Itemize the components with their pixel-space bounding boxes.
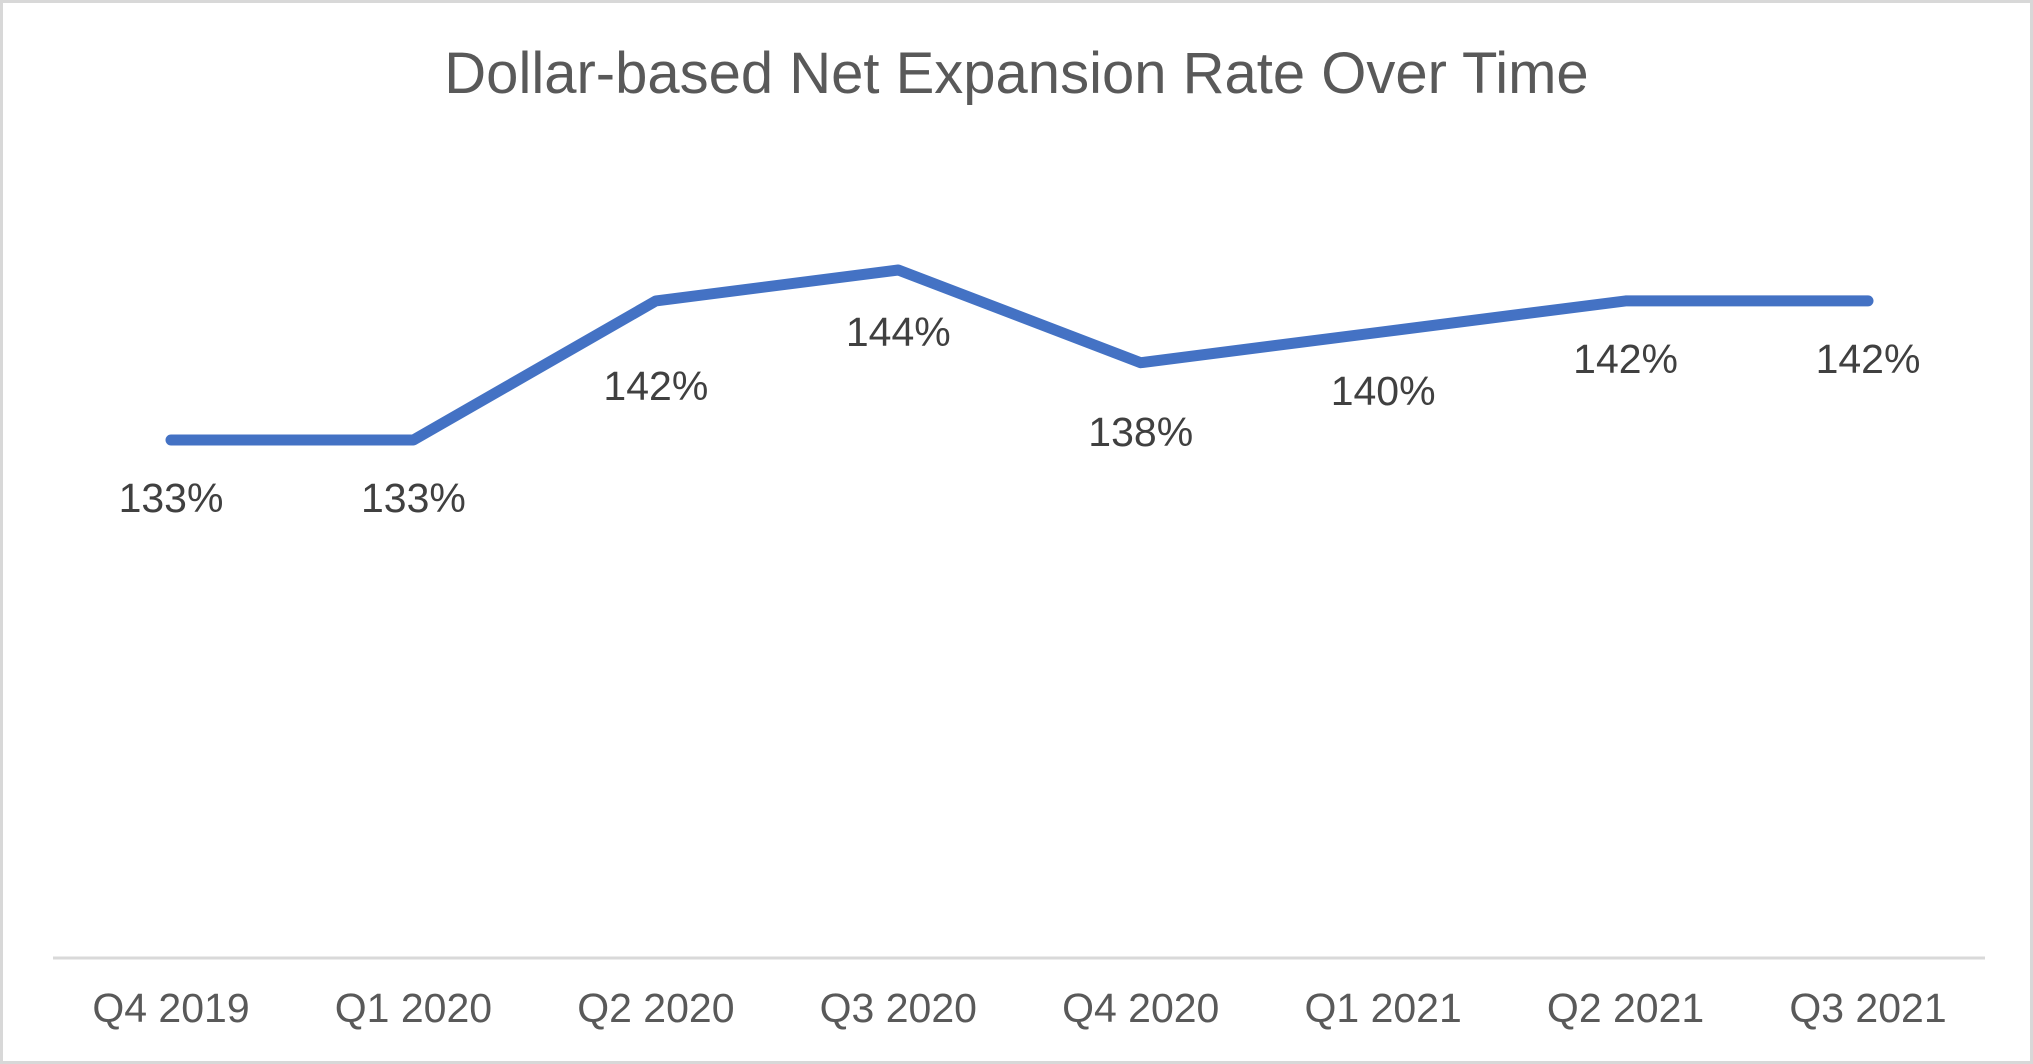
x-axis-label: Q3 2021: [1789, 985, 1947, 1031]
x-axis-label: Q4 2019: [92, 985, 250, 1031]
data-label: 142%: [603, 362, 709, 409]
data-label: 144%: [845, 309, 951, 355]
data-label: 142%: [1815, 335, 1921, 382]
chart-canvas: [53, 264, 1985, 960]
data-label: 133%: [118, 474, 224, 521]
data-label: 138%: [1088, 408, 1194, 455]
x-axis-label: Q4 2020: [1062, 985, 1220, 1031]
x-axis-label: Q1 2020: [334, 985, 493, 1031]
x-axis-label: Q3 2020: [819, 985, 977, 1031]
data-label: 133%: [360, 474, 466, 521]
x-axis-label: Q1 2021: [1304, 985, 1462, 1031]
series-line: [165, 264, 1874, 446]
chart-title: Dollar-based Net Expansion Rate Over Tim…: [444, 41, 1589, 106]
data-label: 140%: [1330, 367, 1436, 414]
x-axis-label: Q2 2021: [1546, 985, 1705, 1031]
data-label: 142%: [1573, 335, 1679, 382]
x-axis-label: Q2 2020: [577, 985, 735, 1031]
